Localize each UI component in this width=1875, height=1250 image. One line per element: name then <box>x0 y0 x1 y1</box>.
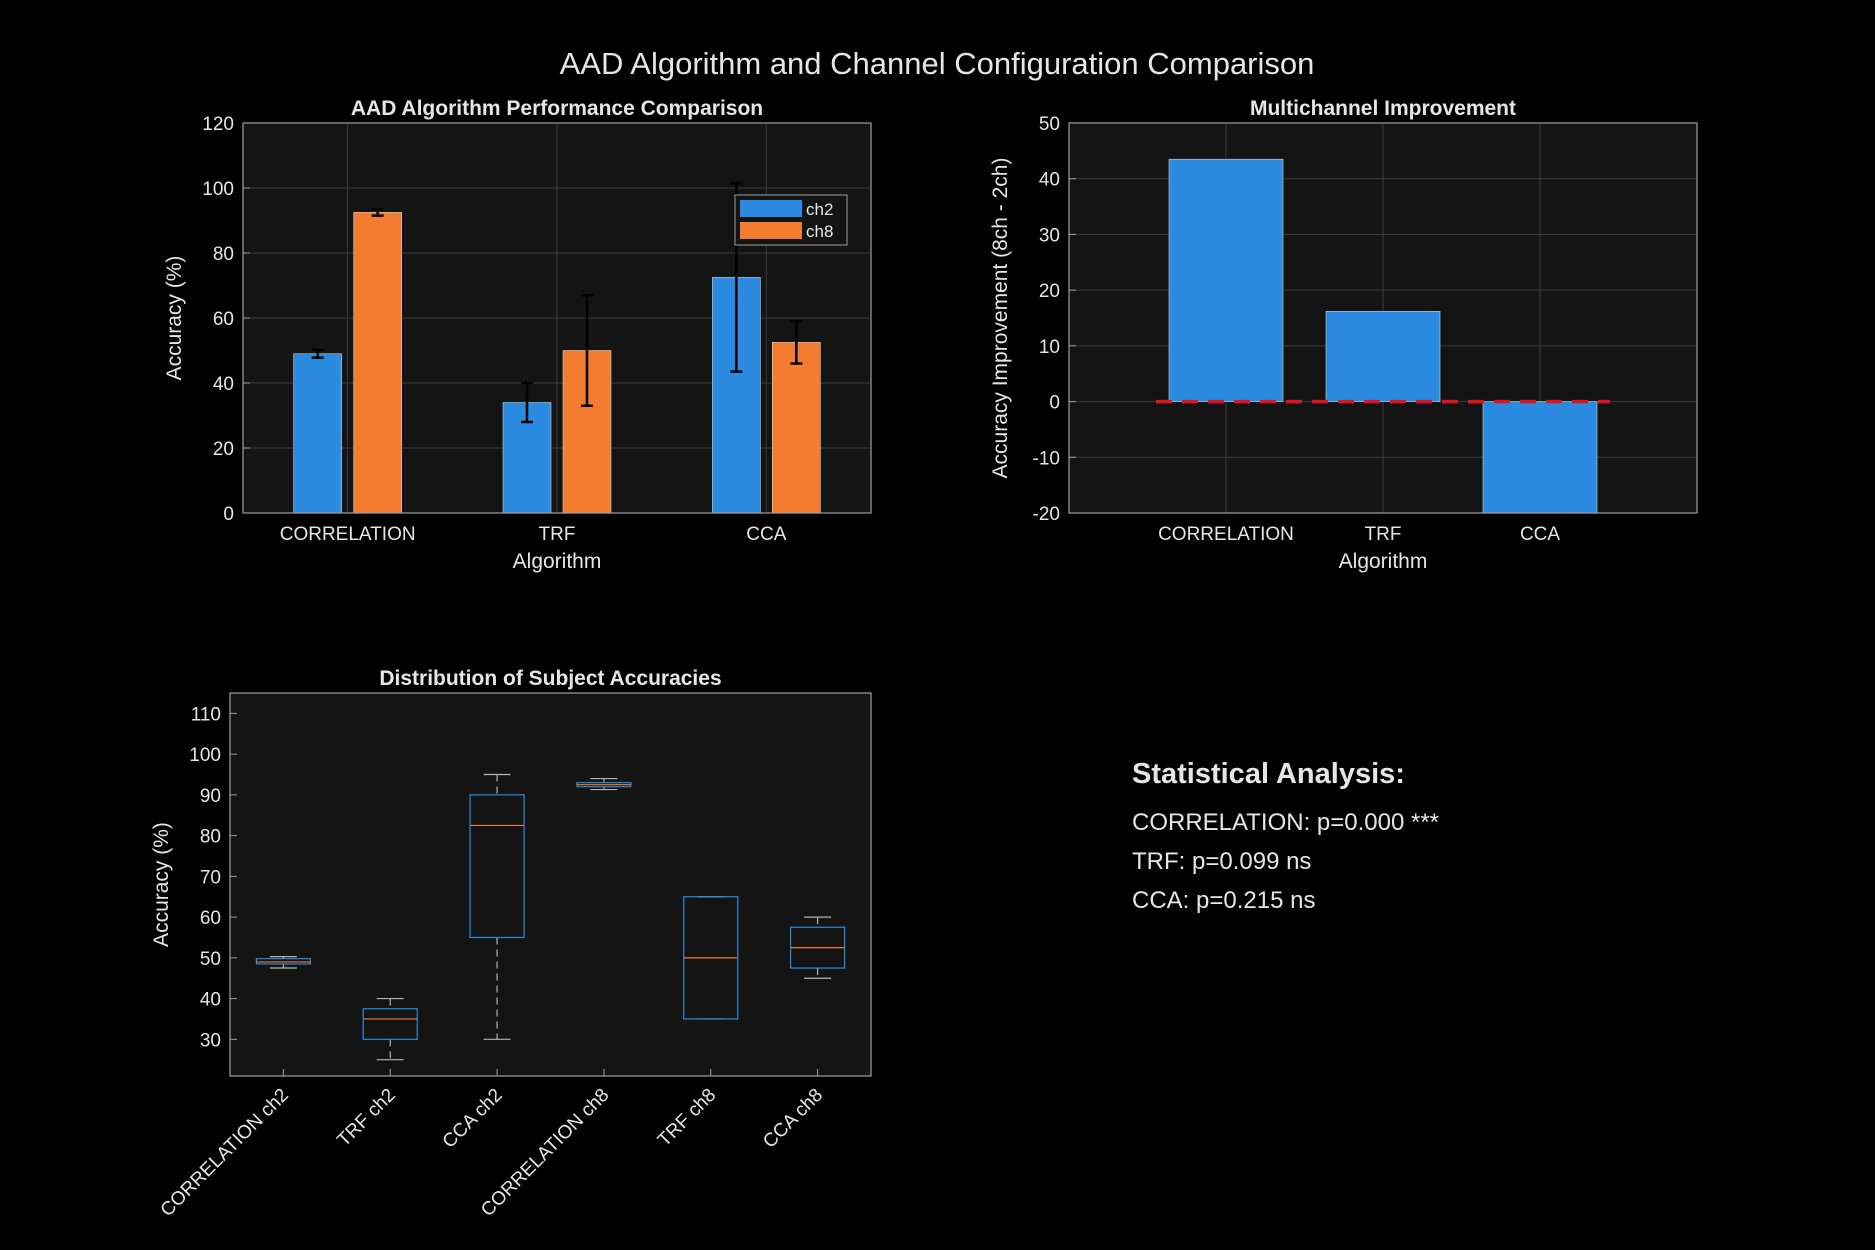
y-tick-label: 40 <box>200 990 221 1011</box>
x-tick-label-trf: TRF <box>539 524 576 545</box>
bar-ch8-correlation <box>353 212 402 514</box>
y-tick-label: 120 <box>202 114 234 135</box>
x-tick-label-correlation: CORRELATION <box>1158 524 1294 545</box>
x-tick-label-correlation: CORRELATION <box>280 524 416 545</box>
y-tick-label: 80 <box>200 827 221 848</box>
y-tick-label: -20 <box>1033 504 1060 525</box>
y-tick-label: 50 <box>1039 114 1060 135</box>
figure-title: AAD Algorithm and Channel Configuration … <box>560 46 1315 81</box>
bar-ch2-correlation <box>293 353 342 514</box>
x-axis-label: Algorithm <box>1339 550 1428 573</box>
y-axis-label: Accuracy (%) <box>150 822 173 947</box>
x-axis-label: Algorithm <box>513 550 602 573</box>
chart-title: Multichannel Improvement <box>1250 97 1516 120</box>
x-tick-label-trf: TRF <box>1365 524 1402 545</box>
chart-title: AAD Algorithm Performance Comparison <box>351 97 763 120</box>
box-cca-ch2 <box>469 794 525 939</box>
y-tick-label: 20 <box>1039 281 1060 302</box>
legend-swatch-ch8 <box>740 222 802 239</box>
axes-frame <box>1068 122 1698 514</box>
y-tick-label: 0 <box>1049 393 1060 414</box>
y-tick-label: 0 <box>223 504 234 525</box>
box-correlation-ch2 <box>255 958 312 965</box>
y-tick-label: 10 <box>1039 337 1060 358</box>
y-axis-label: Accuracy (%) <box>163 256 186 381</box>
axes-frame <box>242 122 872 514</box>
y-tick-label: 100 <box>202 179 234 200</box>
bar-ch8-cca <box>772 342 821 514</box>
bar-improvement-correlation <box>1168 158 1284 402</box>
statistical-analysis-title: Statistical Analysis: <box>1132 758 1405 790</box>
y-tick-label: 60 <box>213 309 234 330</box>
x-tick-label-cca: CCA <box>746 524 786 545</box>
box-trf-ch2 <box>362 1008 418 1040</box>
y-tick-label: 60 <box>200 908 221 929</box>
y-tick-label: 40 <box>1039 170 1060 191</box>
plot-area <box>230 693 871 1076</box>
y-tick-label: 50 <box>200 949 221 970</box>
y-tick-label: 30 <box>200 1030 221 1051</box>
y-tick-label: 40 <box>213 374 234 395</box>
legend-swatch-ch2 <box>740 200 802 217</box>
y-tick-label: 90 <box>200 786 221 807</box>
bar-improvement-trf <box>1325 311 1441 402</box>
y-tick-label: 80 <box>213 244 234 265</box>
statistical-analysis-panel: Statistical Analysis: CORRELATION: p=0.0… <box>1132 758 1439 920</box>
performance-chart: 0 20 40 60 80 100 120 AAD Algorithm Performance… <box>163 97 872 573</box>
y-axis-label: Accuracy Improvement (8ch - 2ch) <box>989 158 1012 479</box>
y-tick-label: 110 <box>191 704 221 725</box>
y-tick-label: 100 <box>189 745 221 766</box>
axes-frame <box>229 692 872 1077</box>
improvement-chart: -20 -10 0 10 20 30 40 50 Multichannel Improvemen… <box>989 97 1698 573</box>
y-tick-label: 20 <box>213 439 234 460</box>
stats-line-trf: TRF: p=0.099 ns <box>1132 848 1312 875</box>
y-tick-label: 30 <box>1039 225 1060 246</box>
x-tick-label-cca: CCA <box>1520 524 1560 545</box>
chart-title: Distribution of Subject Accuracies <box>379 667 721 690</box>
legend-label-ch2: ch2 <box>806 200 833 219</box>
stats-line-correlation: CORRELATION: p=0.000 *** <box>1132 809 1440 836</box>
y-tick-label: -10 <box>1033 448 1060 469</box>
y-tick-label: 70 <box>200 867 221 888</box>
stats-line-cca: CCA: p=0.215 ns <box>1132 887 1316 914</box>
bar-improvement-cca <box>1482 401 1598 514</box>
legend-label-ch8: ch8 <box>806 222 833 241</box>
